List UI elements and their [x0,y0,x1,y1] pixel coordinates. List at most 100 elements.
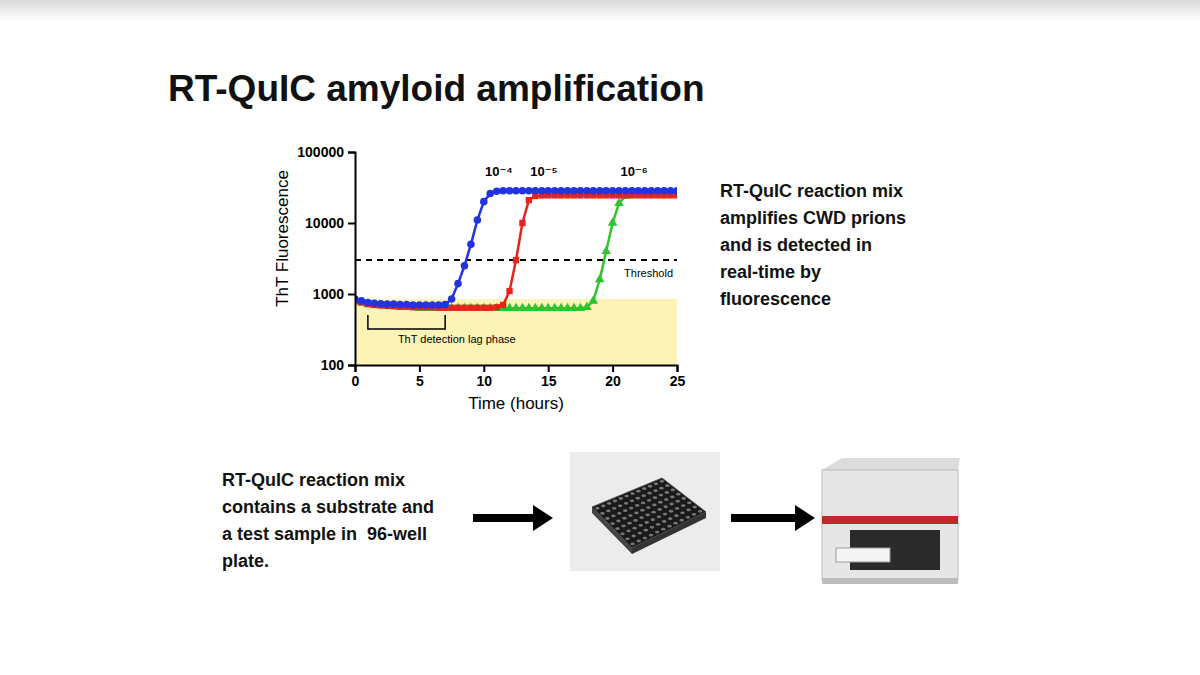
data-point [622,187,630,195]
data-point [538,187,546,195]
data-point [428,301,436,309]
plate-well [665,491,669,494]
data-point [455,305,461,311]
data-point [481,305,487,311]
data-point [609,187,617,195]
plate-background [570,452,720,571]
series-line [355,195,677,307]
instrument-stripe [822,516,958,524]
data-point [551,187,559,195]
top-banner [0,0,1200,22]
threshold-label: Threshold [624,267,673,279]
y-tick-mark [348,152,355,154]
x-tick-label: 20 [605,373,621,389]
instrument-front [822,470,958,580]
series-label: 10⁻⁵ [530,164,557,179]
data-point [641,187,649,195]
data-point [660,187,668,195]
data-point [499,187,507,195]
data-point [454,280,462,288]
plate-well [656,523,660,526]
plate-well [663,513,667,516]
x-tick-mark [612,365,614,372]
data-point [468,305,474,311]
chart: 1001000100001000000510152025Time (hours)… [273,144,685,413]
plate-well [651,518,655,521]
plate-well [655,531,659,534]
plate-well [618,504,622,507]
arrow [731,505,815,531]
plate-well [652,503,656,506]
data-point [615,187,623,195]
data-point [519,220,525,226]
plate-well [633,519,637,522]
x-tick-mark [355,365,357,372]
plate-well [669,503,673,506]
plate-well [611,515,615,518]
plate-side [592,507,632,554]
plate-well [680,511,684,514]
plate-well [671,489,675,492]
data-point [448,295,456,303]
plate-well [654,482,658,485]
caption-line: real-time by [720,262,821,282]
plate-well [676,493,680,496]
data-point [494,304,500,310]
data-point [667,187,675,195]
data-point [416,301,424,309]
data-point [557,187,565,195]
plate-well [645,514,649,517]
data-point [577,187,585,195]
data-point [544,187,552,195]
data-point [595,274,605,282]
data-point [635,187,643,195]
plate-well [613,500,617,503]
plate-well [643,537,647,540]
instrument-image [822,458,960,584]
data-point [506,288,512,294]
plate-well [624,502,628,505]
slide-title: RT-QuIC amyloid amplification [168,68,705,109]
plate-well [653,489,657,492]
plate-well [612,507,616,510]
plate-well [660,480,664,483]
data-point [589,187,597,195]
data-point [409,301,417,309]
data-point [474,216,482,224]
data-point [519,187,527,195]
series-line [355,191,677,305]
plate-well [661,528,665,531]
plate-well [657,515,661,518]
plate-well [622,517,626,520]
plate-well [617,512,621,515]
data-point [435,301,443,309]
y-tick-label: 10000 [305,215,344,231]
x-tick-label: 15 [541,373,557,389]
plate-well [595,507,599,510]
plate-well [629,507,633,510]
plate-well [641,502,645,505]
plate-well [698,510,702,513]
y-tick: 100 [321,357,355,373]
plate-well [630,492,634,495]
plot-area [355,187,677,365]
data-point [513,257,519,263]
plate-well [607,502,611,505]
step-line: plate. [222,551,269,571]
data-point [461,262,469,270]
plate-well [648,485,652,488]
plate-well [630,499,634,502]
caption-line: fluorescence [720,289,831,309]
arrow-shaft [731,514,797,522]
plate-well [653,496,657,499]
data-point [601,246,611,254]
plate-well [676,500,680,503]
plate-well [642,487,646,490]
data-point [422,301,430,309]
plate-well [636,490,640,493]
plate-well [642,494,646,497]
arrow-head [795,505,815,531]
plate-well [625,537,629,540]
data-point [371,299,379,307]
plate-well [646,506,650,509]
